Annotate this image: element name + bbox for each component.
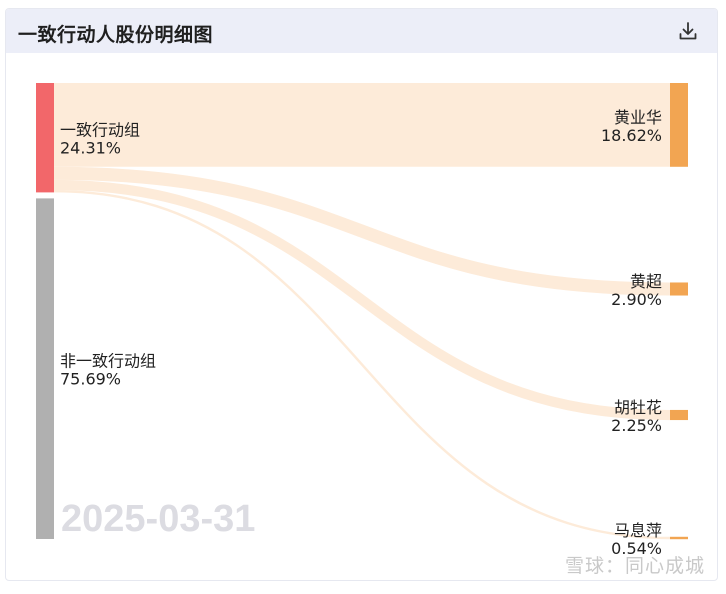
target-label-3: 胡牡花 [614,398,662,417]
download-button[interactable] [677,20,699,42]
sankey-link-2[interactable] [53,166,671,296]
source-node-1[interactable] [36,83,54,193]
target-label-2: 黄超 [630,272,662,291]
source-value-2: 75.69% [60,370,121,389]
sankey-nodes [36,83,688,540]
target-node-2[interactable] [670,282,688,296]
source-node-2[interactable] [36,198,54,539]
source-label-1: 一致行动组 [60,121,140,140]
chart-title: 一致行动人股份明细图 [18,24,214,46]
target-value-1: 18.62% [601,126,662,145]
source-value-1: 24.31% [60,139,121,158]
source-label-2: 非一致行动组 [60,352,156,371]
chart-card: 一致行动人股份明细图 2025-03-31 一致行动组 24.31% 非一致行动组 7… [5,8,718,581]
sankey-link-3[interactable] [53,179,671,421]
target-label-4: 马息萍 [614,521,662,540]
watermark: 雪球：同心成城 [564,555,705,577]
date-label: 2025-03-31 [61,498,255,540]
target-node-3[interactable] [670,409,688,421]
target-label-1: 黄业华 [614,108,662,127]
target-node-1[interactable] [670,83,688,167]
target-node-4[interactable] [670,536,688,540]
sankey-links [53,82,671,540]
sankey-link-4[interactable] [53,189,671,540]
download-icon [679,22,697,40]
target-value-4: 0.54% [611,539,662,558]
card-header: 一致行动人股份明细图 [6,9,717,53]
target-value-2: 2.90% [611,290,662,309]
target-value-3: 2.25% [611,416,662,435]
